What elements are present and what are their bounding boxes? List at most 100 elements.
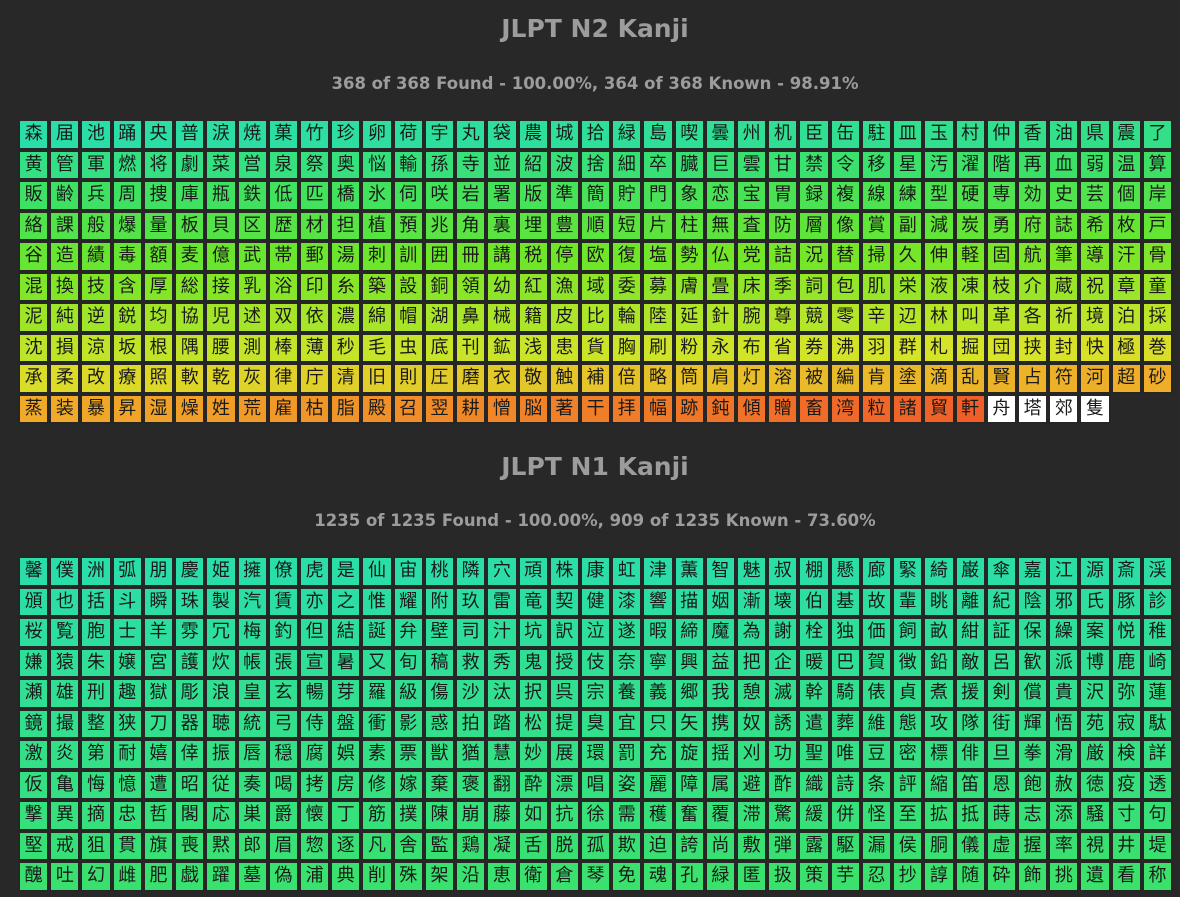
kanji-cell[interactable]: 肩: [704, 363, 737, 394]
kanji-cell[interactable]: 拡: [923, 800, 955, 831]
kanji-cell[interactable]: 羅: [361, 678, 393, 709]
kanji-cell[interactable]: 徴: [892, 647, 924, 678]
kanji-cell[interactable]: 欺: [611, 830, 643, 861]
kanji-cell[interactable]: 幹: [798, 678, 830, 709]
kanji-cell[interactable]: 率: [1048, 830, 1080, 861]
kanji-cell[interactable]: 償: [1017, 678, 1049, 709]
kanji-cell[interactable]: 跡: [673, 393, 705, 424]
kanji-cell[interactable]: 団: [985, 332, 1017, 363]
kanji-cell[interactable]: 臓: [673, 149, 705, 180]
kanji-cell[interactable]: 覧: [49, 617, 81, 648]
kanji-cell[interactable]: 魔: [704, 617, 737, 648]
kanji-cell[interactable]: 汚: [923, 149, 955, 180]
kanji-cell[interactable]: 詰: [767, 241, 799, 272]
kanji-cell[interactable]: 授: [548, 647, 580, 678]
kanji-cell[interactable]: 免: [611, 861, 643, 892]
kanji-cell[interactable]: 葬: [829, 708, 861, 739]
kanji-cell[interactable]: 扱: [767, 861, 799, 892]
kanji-cell[interactable]: 弾: [767, 830, 799, 861]
kanji-cell[interactable]: 管: [49, 149, 81, 180]
kanji-cell[interactable]: 択: [517, 678, 549, 709]
kanji-cell[interactable]: 腐: [298, 739, 331, 770]
kanji-cell[interactable]: 層: [798, 210, 830, 241]
kanji-cell[interactable]: 将: [142, 149, 175, 180]
kanji-cell[interactable]: 俵: [860, 678, 893, 709]
kanji-cell[interactable]: 祭: [298, 149, 331, 180]
kanji-cell[interactable]: 査: [736, 210, 768, 241]
kanji-cell[interactable]: 課: [49, 210, 81, 241]
kanji-cell[interactable]: 片: [642, 210, 674, 241]
kanji-cell[interactable]: 厚: [142, 271, 175, 302]
kanji-cell[interactable]: 尚: [704, 830, 737, 861]
kanji-cell[interactable]: 朱: [80, 647, 112, 678]
kanji-cell[interactable]: 細: [611, 149, 643, 180]
kanji-cell[interactable]: 織: [798, 769, 830, 800]
kanji-cell[interactable]: 宜: [611, 708, 643, 739]
kanji-cell[interactable]: 湾: [829, 393, 861, 424]
kanji-cell[interactable]: 皿: [892, 119, 924, 150]
kanji-cell[interactable]: 隻: [1079, 393, 1111, 424]
kanji-cell[interactable]: 弧: [111, 556, 143, 587]
kanji-cell[interactable]: 肌: [860, 271, 893, 302]
kanji-cell[interactable]: 粉: [673, 332, 705, 363]
kanji-cell[interactable]: 汁: [486, 617, 518, 648]
kanji-cell[interactable]: 伎: [579, 647, 612, 678]
kanji-cell[interactable]: 障: [673, 769, 705, 800]
kanji-cell[interactable]: 芽: [330, 678, 362, 709]
kanji-cell[interactable]: 永: [704, 332, 737, 363]
kanji-cell[interactable]: 輩: [892, 586, 924, 617]
kanji-cell[interactable]: 士: [111, 617, 143, 648]
kanji-cell[interactable]: 練: [892, 180, 924, 211]
kanji-cell[interactable]: 巻: [1141, 332, 1174, 363]
kanji-cell[interactable]: 姫: [205, 556, 237, 587]
kanji-cell[interactable]: 証: [985, 617, 1017, 648]
kanji-cell[interactable]: 香: [1017, 119, 1049, 150]
kanji-cell[interactable]: 津: [642, 556, 674, 587]
kanji-cell[interactable]: 属: [704, 769, 737, 800]
kanji-cell[interactable]: 衣: [486, 363, 518, 394]
kanji-cell[interactable]: 額: [142, 241, 175, 272]
kanji-cell[interactable]: 街: [985, 708, 1017, 739]
kanji-cell[interactable]: 装: [49, 393, 81, 424]
kanji-cell[interactable]: 脳: [517, 393, 549, 424]
kanji-cell[interactable]: 典: [330, 861, 362, 892]
kanji-cell[interactable]: 角: [455, 210, 487, 241]
kanji-cell[interactable]: 鼻: [455, 302, 487, 333]
kanji-cell[interactable]: 輸: [392, 149, 424, 180]
kanji-cell[interactable]: 姿: [611, 769, 643, 800]
kanji-cell[interactable]: 短: [611, 210, 643, 241]
kanji-cell[interactable]: 了: [1141, 119, 1174, 150]
kanji-cell[interactable]: 薄: [298, 332, 331, 363]
kanji-cell[interactable]: 雰: [174, 617, 206, 648]
kanji-cell[interactable]: 涙: [205, 119, 237, 150]
kanji-cell[interactable]: 略: [642, 363, 674, 394]
kanji-cell[interactable]: 章: [1110, 271, 1142, 302]
kanji-cell[interactable]: 綺: [923, 556, 955, 587]
kanji-cell[interactable]: 哲: [142, 800, 175, 831]
kanji-cell[interactable]: 獣: [423, 739, 456, 770]
kanji-cell[interactable]: 苑: [1079, 708, 1111, 739]
kanji-cell[interactable]: 桃: [423, 556, 456, 587]
kanji-cell[interactable]: 拍: [455, 708, 487, 739]
kanji-cell[interactable]: 撃: [18, 800, 50, 831]
kanji-cell[interactable]: 粒: [860, 393, 893, 424]
kanji-cell[interactable]: 摘: [80, 800, 112, 831]
kanji-cell[interactable]: 焼: [236, 119, 268, 150]
kanji-cell[interactable]: 炭: [954, 210, 986, 241]
kanji-cell[interactable]: 徐: [579, 800, 612, 831]
kanji-cell[interactable]: 随: [954, 861, 986, 892]
kanji-cell[interactable]: 契: [548, 586, 580, 617]
kanji-cell[interactable]: 暑: [330, 647, 362, 678]
kanji-cell[interactable]: 派: [1048, 647, 1080, 678]
kanji-cell[interactable]: 底: [423, 332, 456, 363]
kanji-cell[interactable]: 捨: [579, 149, 612, 180]
kanji-cell[interactable]: 鹿: [1110, 647, 1142, 678]
kanji-cell[interactable]: 歴: [267, 210, 299, 241]
kanji-cell[interactable]: 童: [1141, 271, 1174, 302]
kanji-cell[interactable]: 設: [392, 271, 424, 302]
kanji-cell[interactable]: 智: [704, 556, 737, 587]
kanji-cell[interactable]: 貞: [892, 678, 924, 709]
kanji-cell[interactable]: 駄: [1141, 708, 1174, 739]
kanji-cell[interactable]: 刀: [142, 708, 175, 739]
kanji-cell[interactable]: 惣: [298, 830, 331, 861]
